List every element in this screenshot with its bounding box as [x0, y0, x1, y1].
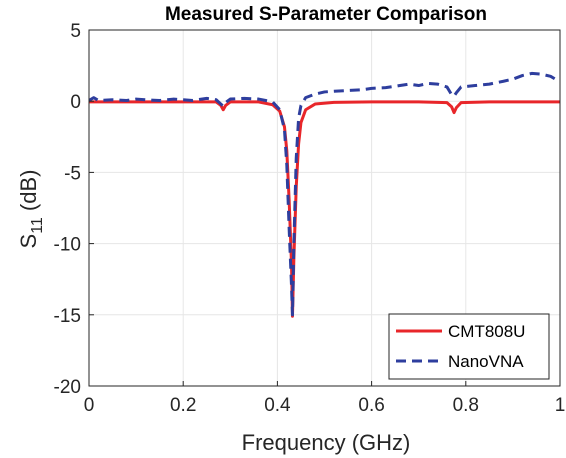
- y-axis-label-rest: (dB): [16, 170, 41, 218]
- y-axis-label: S11 (dB): [16, 170, 46, 249]
- x-axis-label: Frequency (GHz): [242, 430, 411, 455]
- x-tick-label: 0: [84, 395, 95, 416]
- series-layer: [89, 71, 560, 318]
- x-tick-label: 1: [555, 395, 566, 416]
- legend-box: [388, 313, 550, 380]
- y-axis-ticks: 5 0 -5 -10 -15 -20: [54, 21, 94, 398]
- y-axis-label-base: S: [16, 234, 41, 249]
- x-tick-label: 0.6: [358, 395, 384, 416]
- x-tick-label: 0.2: [170, 395, 196, 416]
- y-tick-label: -15: [54, 306, 81, 327]
- series-line-nanovna: [89, 71, 560, 317]
- y-tick-label: 0: [70, 92, 81, 113]
- series-line-cmt808u: [89, 100, 560, 318]
- y-axis-label-subscript: 11: [29, 217, 46, 234]
- x-axis-ticks: 0 0.2 0.4 0.6 0.8 1: [84, 381, 566, 416]
- legend: CMT808U NanoVNA: [388, 313, 550, 380]
- y-tick-label: 5: [70, 21, 81, 42]
- y-tick-label: -20: [54, 377, 81, 398]
- x-tick-label: 0.8: [453, 395, 479, 416]
- y-tick-label: -10: [54, 235, 81, 256]
- y-tick-label: -5: [64, 163, 81, 184]
- chart-title: Measured S-Parameter Comparison: [165, 4, 487, 25]
- plot-frame: [88, 29, 561, 387]
- legend-label-nanovna: NanoVNA: [448, 352, 524, 371]
- legend-label-cmt808u: CMT808U: [448, 322, 525, 341]
- x-tick-label: 0.4: [264, 395, 291, 416]
